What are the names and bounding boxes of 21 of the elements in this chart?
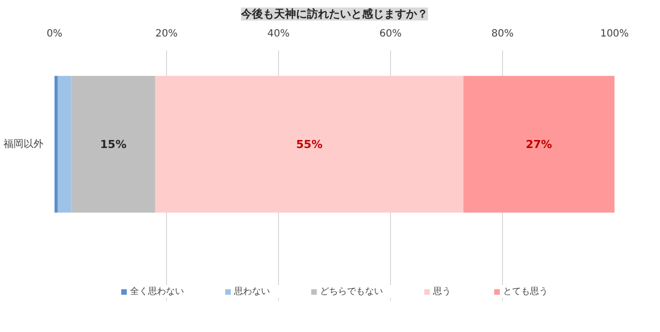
x-tick-label: 0% [46,28,62,40]
legend-label: 思わない [234,286,270,298]
x-tick-label: 100% [600,28,629,40]
bar [58,76,72,213]
x-tick-label: 80% [491,28,514,40]
x-tick-label: 20% [155,28,178,40]
legend-label: 思う [433,286,452,298]
x-tick-label: 60% [379,28,402,40]
bar [54,76,58,213]
data-label: 55% [296,138,322,151]
chart-title: 今後も天神に訪れたいと感じますか？ [240,8,428,20]
bar [155,76,464,213]
bar [463,76,614,213]
y-tick-label: 福岡以外 [4,138,44,150]
legend-label: どちらでもない [320,286,383,298]
bar [71,76,156,213]
x-tick-label: 40% [267,28,290,40]
legend-label: とても思う [503,286,548,298]
data-label: 15% [100,138,126,151]
data-label: 27% [526,138,552,151]
legend-label: 全く思わない [130,286,184,298]
